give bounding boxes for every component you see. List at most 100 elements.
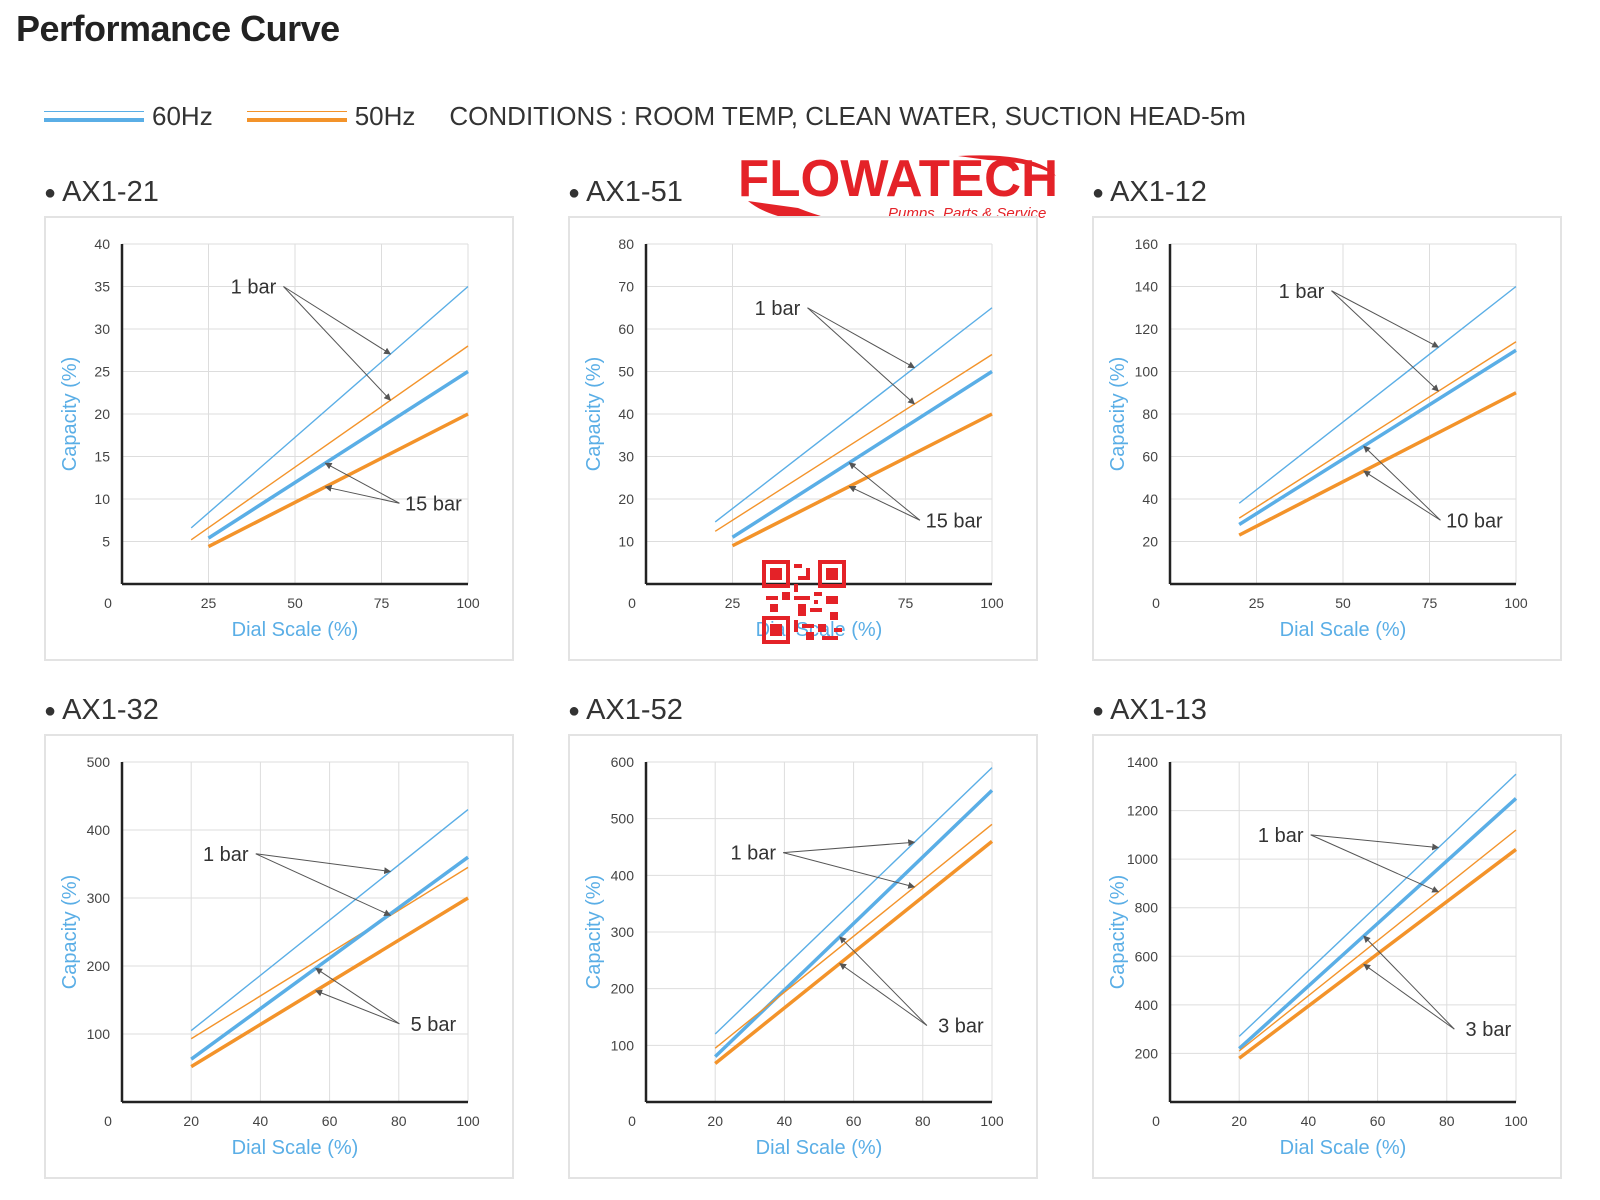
y-tick-label: 200 <box>611 981 635 997</box>
y-tick-label: 600 <box>1135 948 1159 964</box>
legend-label-60hz: 60Hz <box>152 100 213 131</box>
annotation-arrow <box>1310 834 1440 893</box>
y-tick-label: 15 <box>94 449 110 465</box>
x-tick-label: 60 <box>1370 1113 1386 1129</box>
x-tick-label: 0 <box>628 595 636 611</box>
panel-title-ax1-12: ● AX1-12 <box>1092 176 1207 208</box>
chart-panel-ax1-12: 0 25 50 75 100 20 40 60 80 100 120 140 160 Dial Scale… <box>1092 216 1562 661</box>
y-tick-label: 40 <box>618 406 634 422</box>
y-tick-label: 80 <box>618 236 634 252</box>
y-tick-label: 80 <box>1142 406 1158 422</box>
annotation-label: 1 bar <box>1258 825 1304 847</box>
series-line-50hz-1bar <box>190 866 469 1040</box>
x-tick-label: 0 <box>1152 1113 1160 1129</box>
annotation-arrow <box>315 967 400 1025</box>
annotation-arrow <box>1363 963 1455 1030</box>
y-tick-label: 10 <box>94 491 110 507</box>
qr-code-icon <box>762 560 846 644</box>
series-line-60hz-1bar <box>714 307 993 523</box>
y-tick-label: 600 <box>611 754 635 770</box>
annotation-label: 1 bar <box>231 277 277 299</box>
logo-text: FLOWATECH <box>738 150 1058 208</box>
y-axis-label: Capacity (%) <box>59 357 81 471</box>
series-line-50hz-1bar <box>1238 829 1517 1052</box>
series-line-50hz-10bar <box>1238 391 1517 537</box>
annotation-label: 1 bar <box>730 843 776 865</box>
x-axis-label: Dial Scale (%) <box>1280 619 1407 641</box>
y-axis-label: Capacity (%) <box>583 357 605 471</box>
annotation-label: 15 bar <box>926 510 983 532</box>
chart-panel-ax1-21: 0 25 50 75 100 5 10 15 20 25 30 35 40 Dial Scale (%) C… <box>44 216 514 661</box>
annotation-arrow <box>255 853 392 916</box>
annotation-arrow <box>255 853 392 875</box>
series-line-50hz-3bar <box>714 839 994 1065</box>
series-line-60hz-5bar <box>190 855 470 1061</box>
x-tick-label: 75 <box>898 595 914 611</box>
annotation-arrow <box>315 989 400 1025</box>
x-tick-label: 100 <box>980 595 1004 611</box>
y-tick-label: 40 <box>94 236 110 252</box>
y-tick-label: 30 <box>94 321 110 337</box>
x-tick-label: 20 <box>707 1113 723 1129</box>
y-tick-label: 1200 <box>1127 803 1158 819</box>
y-tick-label: 50 <box>618 364 634 380</box>
y-tick-label: 100 <box>87 1026 111 1042</box>
legend-swatch-50hz <box>246 109 347 123</box>
x-tick-label: 75 <box>1422 595 1438 611</box>
x-tick-label: 0 <box>104 595 112 611</box>
annotation-arrow <box>783 839 916 854</box>
annotation-arrow <box>848 462 921 521</box>
series-line-60hz-1bar <box>1238 285 1517 504</box>
y-axis-label: Capacity (%) <box>59 875 81 989</box>
x-tick-label: 80 <box>1439 1113 1455 1129</box>
x-tick-label: 100 <box>980 1113 1004 1129</box>
y-tick-label: 100 <box>611 1037 635 1053</box>
annotation-arrow <box>839 963 928 1026</box>
annotation-label: 1 bar <box>1279 281 1325 303</box>
series-line-50hz-15bar <box>207 412 469 549</box>
annotation-arrow <box>783 852 916 889</box>
y-tick-label: 300 <box>611 924 635 940</box>
x-tick-label: 40 <box>1301 1113 1317 1129</box>
legend-swatch-60hz <box>44 109 144 123</box>
y-tick-label: 160 <box>1135 236 1159 252</box>
panel-title-ax1-13: ● AX1-13 <box>1092 694 1207 726</box>
panel-title-ax1-21: ● AX1-21 <box>44 176 159 208</box>
annotation-label: 10 bar <box>1446 510 1503 532</box>
annotation-arrow <box>1331 290 1440 348</box>
y-tick-label: 300 <box>87 890 111 906</box>
y-tick-label: 500 <box>87 754 111 770</box>
y-tick-label: 40 <box>1142 491 1158 507</box>
x-axis-label: Dial Scale (%) <box>756 1137 883 1159</box>
annotation-arrow <box>324 462 400 504</box>
y-tick-label: 400 <box>611 867 635 883</box>
y-tick-label: 70 <box>618 279 634 295</box>
y-tick-label: 20 <box>618 491 634 507</box>
y-axis-label: Capacity (%) <box>1107 875 1129 989</box>
x-axis-label: Dial Scale (%) <box>232 619 359 641</box>
x-tick-label: 40 <box>253 1113 269 1129</box>
x-tick-label: 100 <box>1504 1113 1528 1129</box>
x-tick-label: 25 <box>201 595 217 611</box>
series-line-60hz-1bar <box>1238 773 1517 1037</box>
y-tick-label: 20 <box>94 406 110 422</box>
y-tick-label: 5 <box>102 534 110 550</box>
x-tick-label: 100 <box>1504 595 1528 611</box>
series-line-60hz-1bar <box>714 767 993 1035</box>
x-tick-label: 80 <box>915 1113 931 1129</box>
series-line-60hz-1bar <box>190 809 469 1032</box>
conditions-text: CONDITIONS : ROOM TEMP, CLEAN WATER, SUC… <box>449 100 1246 131</box>
x-tick-label: 0 <box>628 1113 636 1129</box>
series-line-50hz-15bar <box>731 412 993 548</box>
y-tick-label: 30 <box>618 449 634 465</box>
legend: 60Hz 50Hz CONDITIONS : ROOM TEMP, CLEAN … <box>44 98 1246 134</box>
series-line-60hz-15bar <box>207 370 469 540</box>
y-tick-label: 200 <box>87 958 111 974</box>
x-tick-label: 50 <box>287 595 303 611</box>
chart-panel-ax1-32: 0 20 40 60 80 100 100 200 300 400 500 Dial Scale (%… <box>44 734 514 1179</box>
annotation-arrow <box>283 286 391 401</box>
annotation-label: 1 bar <box>755 298 801 320</box>
x-tick-label: 0 <box>104 1113 112 1129</box>
y-tick-label: 800 <box>1135 900 1159 916</box>
x-tick-label: 100 <box>456 1113 480 1129</box>
